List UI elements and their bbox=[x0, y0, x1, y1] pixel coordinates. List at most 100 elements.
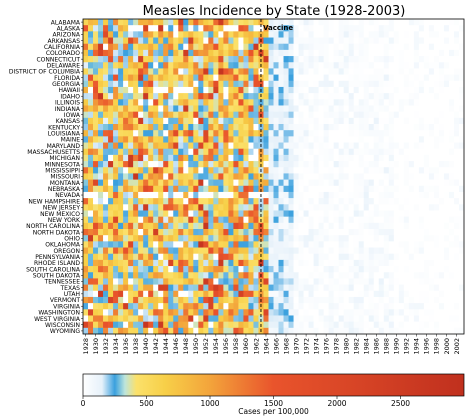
heatmap-cell bbox=[83, 80, 89, 88]
heatmap-cell bbox=[128, 49, 134, 57]
heatmap-cell bbox=[93, 56, 99, 63]
heatmap-cell bbox=[353, 259, 360, 267]
x-tick-label: 1964 bbox=[262, 338, 270, 355]
heatmap-cell bbox=[453, 259, 460, 267]
heatmap-cell bbox=[113, 290, 119, 298]
heatmap-cell bbox=[158, 99, 164, 106]
heatmap-cell bbox=[328, 290, 334, 298]
heatmap-cell bbox=[193, 272, 199, 279]
heatmap-cell bbox=[338, 327, 345, 335]
heatmap-cell bbox=[93, 99, 99, 106]
heatmap-cell bbox=[333, 111, 340, 119]
heatmap-cell bbox=[278, 161, 284, 168]
heatmap-cell bbox=[368, 161, 375, 168]
heatmap-cell bbox=[158, 266, 164, 273]
heatmap-cell bbox=[243, 229, 249, 236]
heatmap-cell bbox=[298, 56, 304, 63]
heatmap-cell bbox=[178, 93, 184, 100]
heatmap-cell bbox=[323, 93, 329, 100]
heatmap-cell bbox=[443, 43, 450, 51]
heatmap-cell bbox=[453, 68, 460, 75]
heatmap-cell bbox=[453, 216, 460, 224]
heatmap-cell bbox=[313, 253, 319, 261]
heatmap-cell bbox=[393, 167, 400, 174]
heatmap-cell bbox=[313, 290, 319, 298]
heatmap-cell bbox=[258, 315, 264, 322]
heatmap-cell bbox=[83, 130, 89, 137]
heatmap-cell bbox=[173, 43, 179, 51]
heatmap-cell bbox=[198, 117, 204, 125]
heatmap-cell bbox=[283, 86, 289, 94]
heatmap-cell bbox=[238, 222, 244, 230]
heatmap-cell bbox=[303, 191, 309, 199]
heatmap-cell bbox=[168, 303, 174, 310]
heatmap-cell bbox=[308, 309, 314, 316]
heatmap-cell bbox=[428, 19, 435, 26]
heatmap-cell bbox=[353, 198, 360, 205]
heatmap-cell bbox=[243, 56, 249, 63]
heatmap-cell bbox=[168, 185, 174, 193]
heatmap-cell bbox=[318, 111, 324, 119]
heatmap-cell bbox=[353, 37, 360, 45]
heatmap-cell bbox=[373, 191, 380, 199]
heatmap-cell bbox=[298, 111, 304, 119]
heatmap-cell bbox=[418, 93, 425, 100]
heatmap-cell bbox=[428, 321, 435, 329]
heatmap-cell bbox=[293, 216, 299, 224]
heatmap-cell bbox=[388, 266, 395, 273]
heatmap-cell bbox=[448, 241, 455, 248]
x-tick-label: 1994 bbox=[413, 338, 421, 355]
heatmap-cell bbox=[348, 105, 355, 112]
heatmap-cell bbox=[178, 56, 184, 63]
heatmap-cell bbox=[383, 37, 390, 45]
heatmap-cell bbox=[318, 253, 324, 261]
heatmap-cell bbox=[318, 284, 324, 292]
heatmap-cell bbox=[273, 216, 279, 224]
heatmap-cell bbox=[128, 296, 134, 304]
heatmap-cell bbox=[213, 124, 219, 131]
heatmap-cell bbox=[338, 68, 345, 75]
heatmap-cell bbox=[378, 124, 385, 131]
heatmap-cell bbox=[293, 210, 299, 217]
heatmap-cell bbox=[353, 105, 360, 112]
heatmap-cell bbox=[223, 142, 229, 150]
heatmap-cell bbox=[408, 321, 415, 329]
heatmap-cell bbox=[413, 31, 420, 38]
heatmap-cell bbox=[353, 124, 360, 131]
heatmap-cell bbox=[348, 111, 355, 119]
heatmap-cell bbox=[313, 25, 319, 32]
heatmap-cell bbox=[148, 235, 154, 242]
heatmap-cell bbox=[398, 204, 405, 211]
heatmap-cell bbox=[378, 136, 385, 143]
heatmap-cell bbox=[238, 161, 244, 168]
heatmap-cell bbox=[263, 259, 269, 267]
heatmap-cell bbox=[213, 253, 219, 261]
heatmap-cell bbox=[93, 241, 99, 248]
heatmap-cell bbox=[273, 185, 279, 193]
heatmap-cell bbox=[418, 222, 425, 230]
heatmap-cell bbox=[118, 62, 124, 69]
heatmap-cell bbox=[263, 99, 269, 106]
heatmap-cell bbox=[443, 284, 450, 292]
heatmap-cell bbox=[93, 216, 99, 224]
heatmap-cell bbox=[393, 321, 400, 329]
heatmap-cell bbox=[438, 198, 445, 205]
heatmap-cell bbox=[438, 327, 445, 335]
heatmap-cell bbox=[458, 148, 465, 156]
heatmap-cell bbox=[283, 327, 289, 335]
heatmap-cell bbox=[323, 229, 329, 236]
heatmap-cell bbox=[428, 284, 435, 292]
heatmap-cell bbox=[418, 253, 425, 261]
heatmap-cell bbox=[293, 117, 299, 125]
heatmap-cell bbox=[393, 68, 400, 75]
heatmap-cell bbox=[163, 327, 169, 335]
heatmap-cell bbox=[213, 303, 219, 310]
heatmap-cell bbox=[308, 19, 314, 26]
heatmap-cell bbox=[323, 253, 329, 261]
heatmap-cell bbox=[178, 290, 184, 298]
heatmap-cell bbox=[133, 315, 139, 322]
heatmap-cell bbox=[298, 278, 304, 285]
heatmap-cell bbox=[313, 235, 319, 242]
heatmap-cell bbox=[133, 191, 139, 199]
heatmap-cell bbox=[238, 278, 244, 285]
